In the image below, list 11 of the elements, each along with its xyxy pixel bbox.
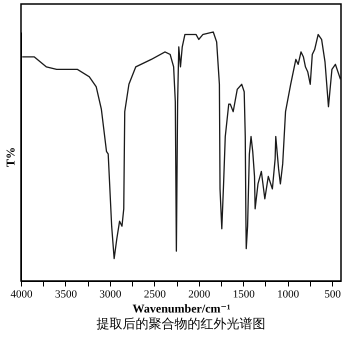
x-axis-title: Wavenumber/cm⁻¹ — [132, 302, 231, 316]
x-tick-label: 3500 — [54, 288, 78, 300]
x-tick-label: 500 — [324, 288, 342, 300]
y-axis-title: T% — [4, 146, 18, 168]
text: 提取后的聚合物的红外光谱图 — [96, 317, 266, 332]
x-tick-label: 2000 — [188, 288, 211, 300]
x-tick-label: 3000 — [99, 288, 122, 300]
x-tick-label: 1500 — [232, 288, 256, 300]
x-tick-label: 2500 — [144, 288, 166, 300]
x-tick-label: 4000 — [10, 288, 33, 300]
x-tick-label: 1000 — [277, 288, 300, 300]
